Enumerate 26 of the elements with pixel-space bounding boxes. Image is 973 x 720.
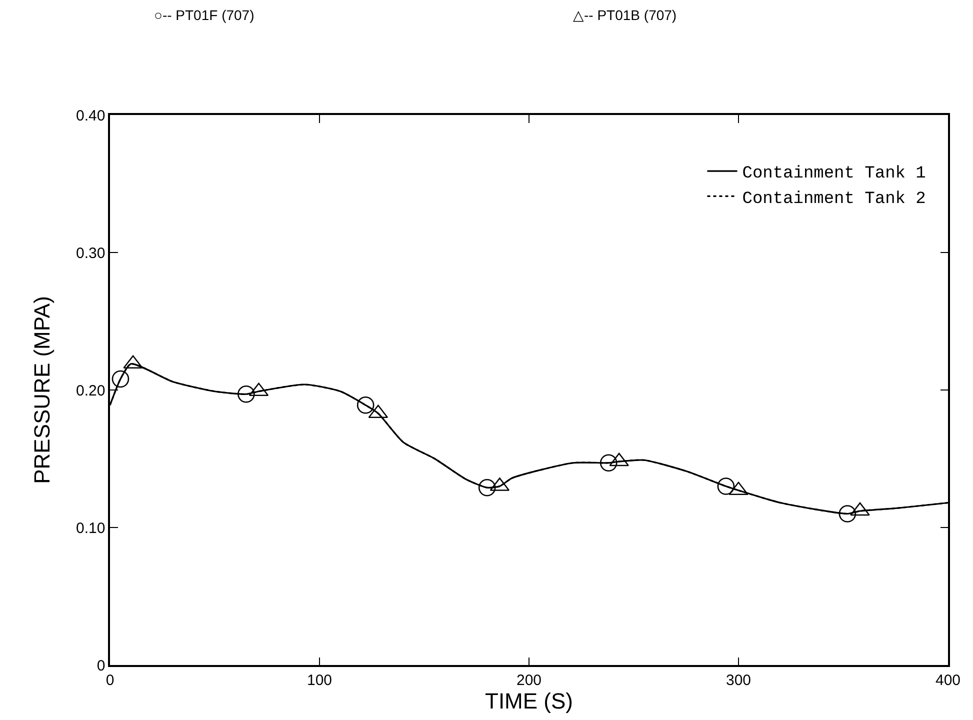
y-tick-label: 0.20 xyxy=(76,382,106,400)
point xyxy=(478,478,496,496)
point xyxy=(728,482,748,496)
x-tick-label: 300 xyxy=(726,672,752,689)
y-tick-label: 0 xyxy=(96,657,106,674)
x-tick-label: 100 xyxy=(306,672,332,689)
point xyxy=(600,454,618,472)
y-tick-label: 0.10 xyxy=(76,520,106,537)
point xyxy=(356,396,374,414)
point xyxy=(838,505,856,522)
point xyxy=(112,370,130,388)
y-tick-label: 0.30 xyxy=(76,244,106,262)
point xyxy=(850,502,870,516)
point xyxy=(609,452,629,466)
text: △-- PT01B (707) xyxy=(573,7,677,23)
point xyxy=(123,355,143,369)
y-tick-label: 0.40 xyxy=(76,107,106,124)
y-axis-title: PRESSURE (MPA) xyxy=(29,296,54,484)
x-tick-label: 400 xyxy=(935,672,961,689)
point xyxy=(238,385,255,403)
x-tick-label: 200 xyxy=(516,672,542,689)
x-axis-title: TIME (S) xyxy=(485,688,573,714)
text: ○-- PT01F (707) xyxy=(154,7,254,23)
legend-label: Containment Tank 1 xyxy=(742,164,926,184)
legend-label: Containment Tank 2 xyxy=(742,190,926,209)
point xyxy=(717,478,735,495)
